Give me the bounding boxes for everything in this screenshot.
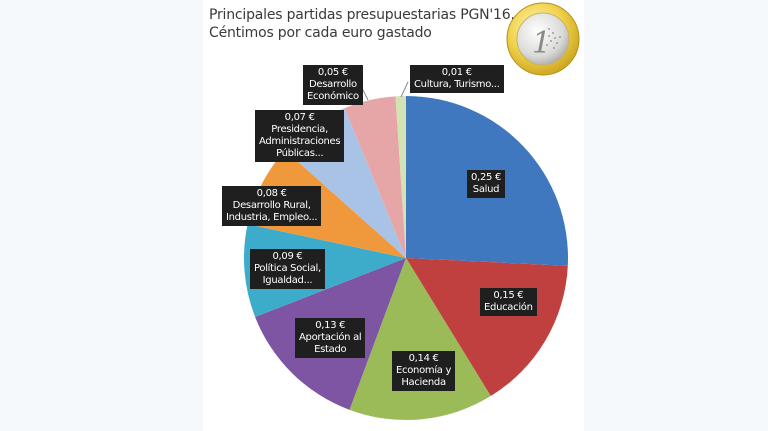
data-label-value: 0,14 € [408, 353, 439, 364]
data-label-category: Estado [314, 344, 347, 355]
euro-coin-icon: 1 [506, 2, 580, 76]
data-label: 0,15 € Educación [480, 288, 537, 316]
data-label-category: Económico [307, 91, 359, 102]
data-label-category: Igualdad... [262, 275, 313, 286]
data-label-value: 0,13 € [315, 320, 346, 331]
chart-title-line-1: Principales partidas presupuestarias PGN… [209, 7, 515, 23]
pie-slice [349, 258, 491, 421]
data-label-category: Administraciones [259, 136, 341, 147]
pie-slice [395, 96, 406, 258]
chart-title-line-2: Céntimos por cada euro gastado [209, 25, 432, 41]
data-label-category: Desarrollo Rural, [232, 200, 311, 211]
svg-text:1: 1 [532, 26, 551, 61]
data-label: 0,25 € Salud [467, 170, 506, 198]
data-label-category: Desarrollo [309, 79, 357, 90]
data-label: 0,14 € Economía y Hacienda [392, 351, 456, 391]
pie-slice [247, 150, 406, 258]
data-label-value: 0,05 € [317, 67, 348, 78]
data-label-category: Públicas... [276, 148, 324, 159]
data-label: 0,05 € Desarrollo Económico [303, 65, 363, 105]
data-label-value: 0,15 € [493, 290, 524, 301]
data-label-category: Política Social, [254, 263, 321, 274]
data-label-category: Cultura, Turismo... [414, 79, 500, 90]
data-label-category: Aportación al [299, 332, 362, 343]
data-label-category: Salud [472, 184, 500, 195]
data-label-value: 0,07 € [284, 112, 315, 123]
data-label-value: 0,09 € [272, 251, 303, 262]
data-label: 0,07 € Presidencia, Administraciones Públic… [255, 110, 345, 162]
data-label: 0,09 € Política Social, Igualdad... [250, 249, 325, 289]
data-label: 0,01 € Cultura, Turismo... [410, 65, 504, 93]
data-label-category: Economía y [396, 365, 452, 376]
chart-title: Principales partidas presupuestarias PGN… [209, 6, 515, 42]
data-label-value: 0,01 € [441, 67, 472, 78]
data-label-category: Industria, Empleo... [226, 212, 318, 223]
data-label: 0,13 € Aportación al Estado [295, 318, 366, 358]
pie-slice [244, 224, 406, 317]
pie-slice [344, 96, 406, 258]
data-label-category: Presidencia, [271, 124, 329, 135]
data-label: 0,08 € Desarrollo Rural, Industria, Empleo… [222, 186, 322, 226]
data-label-value: 0,25 € [471, 172, 502, 183]
leader-line [400, 81, 409, 98]
data-label-category: Hacienda [401, 377, 446, 388]
data-label-value: 0,08 € [256, 188, 287, 199]
data-label-category: Educación [484, 302, 533, 313]
